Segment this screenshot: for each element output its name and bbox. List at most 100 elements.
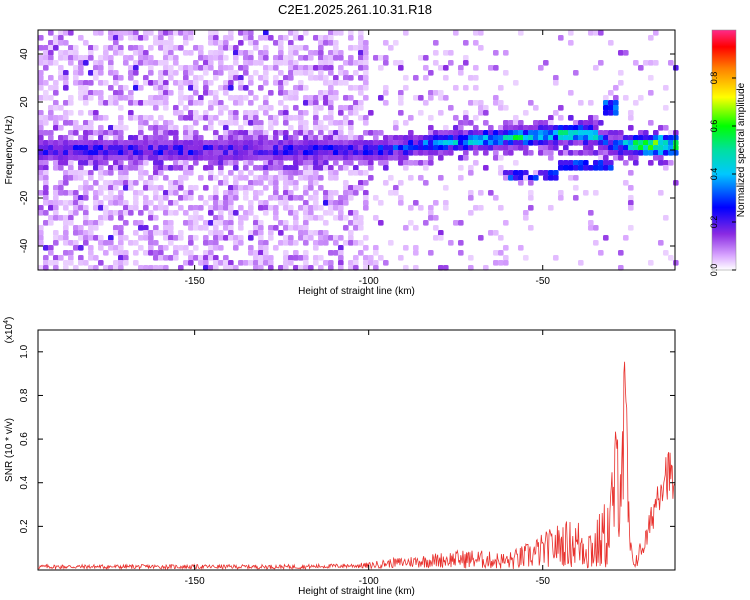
spectrogram-cell — [278, 175, 284, 181]
spectrogram-cell — [293, 95, 299, 101]
spectrogram-cell — [163, 135, 169, 141]
snr-panel: -150 -100 -500.20.40.60.81.0 Height of str… — [3, 317, 676, 597]
spectrogram-cell — [88, 220, 94, 226]
spectrogram-cell — [468, 210, 474, 216]
spectrogram-cell — [113, 150, 119, 156]
spectrogram-cell — [643, 140, 649, 146]
spectrogram-cell — [303, 45, 309, 51]
spectrogram-cell — [93, 165, 99, 171]
spectrogram-cell — [93, 220, 99, 226]
spectrogram-cell — [98, 135, 104, 141]
spectrogram-cell — [88, 265, 94, 271]
spectrogram-cell — [253, 155, 259, 161]
spectrogram-cell — [133, 155, 139, 161]
spectrogram-cell — [168, 255, 174, 261]
spectrogram-cell — [228, 260, 234, 266]
spectrogram-cell — [593, 140, 599, 146]
spectrogram-cell — [348, 265, 354, 271]
spectrogram-cell — [328, 35, 334, 41]
spectrogram-cell — [248, 170, 254, 176]
spectrogram-cell — [223, 195, 229, 201]
spectrogram-cell — [248, 55, 254, 61]
spectrogram-cell — [258, 60, 264, 66]
spectrogram-cell — [363, 155, 369, 161]
spectrogram-cell — [193, 235, 199, 241]
spectrogram-cell — [268, 160, 274, 166]
spectrogram-cell — [318, 265, 324, 271]
spectrogram-cell — [213, 260, 219, 266]
spectrogram-cell — [583, 160, 589, 166]
spectrogram-cell — [508, 145, 514, 151]
spectrogram-cell — [303, 170, 309, 176]
spectrogram-cell — [83, 235, 89, 241]
spectrogram-cell — [268, 65, 274, 71]
spectrogram-cell — [518, 175, 524, 181]
spectrogram-cell — [288, 150, 294, 156]
spectrogram-cell — [478, 235, 484, 241]
spectrogram-cell — [433, 225, 439, 231]
spectrogram-cell — [233, 245, 239, 251]
spectrogram-cell — [78, 260, 84, 266]
spectrogram-cell — [218, 145, 224, 151]
spectrogram-cell — [163, 190, 169, 196]
spectrogram-cell — [288, 195, 294, 201]
spectrogram-cell — [163, 60, 169, 66]
spectrogram-cell — [558, 105, 564, 111]
spectrogram-cell — [358, 215, 364, 221]
spectrogram-cell — [143, 30, 149, 36]
spectrogram-cell — [143, 50, 149, 56]
spectrogram-cell — [338, 65, 344, 71]
spectrogram-cell — [213, 225, 219, 231]
spectrogram-cell — [318, 135, 324, 141]
spectrogram-cell — [273, 245, 279, 251]
spectrogram-cell — [198, 205, 204, 211]
spectrogram-cell — [103, 130, 109, 136]
spectrogram-cell — [88, 120, 94, 126]
spectrogram-cell — [483, 265, 489, 271]
spectrogram-cell — [303, 95, 309, 101]
spectrogram-cell — [283, 60, 289, 66]
spectrogram-cell — [593, 115, 599, 121]
spectrogram-cell — [373, 265, 379, 271]
spectrogram-cell — [218, 135, 224, 141]
spectrogram-cell — [88, 70, 94, 76]
spectrogram-cell — [493, 155, 499, 161]
spectrogram-cell — [298, 115, 304, 121]
spectrogram-cell — [218, 210, 224, 216]
spectrogram-cell — [353, 210, 359, 216]
spectrogram-cell — [258, 255, 264, 261]
spectrogram-cell — [378, 155, 384, 161]
spectrogram-cell — [238, 50, 244, 56]
spectrogram-cell — [63, 230, 69, 236]
spectrogram-cell — [93, 265, 99, 271]
spectrogram-cell — [188, 260, 194, 266]
spectrogram-cell — [433, 135, 439, 141]
spectrogram-cell — [413, 150, 419, 156]
spectrogram-cell — [423, 165, 429, 171]
spectrogram-cell — [343, 190, 349, 196]
spectrogram-cell — [63, 30, 69, 36]
spectrogram-cell — [193, 225, 199, 231]
spectrogram-cell — [63, 115, 69, 121]
spectrogram-cell — [58, 180, 64, 186]
spectrogram-cell — [223, 175, 229, 181]
spectrogram-cell — [108, 180, 114, 186]
spectrogram-cell — [78, 195, 84, 201]
spectrogram-cell — [123, 60, 129, 66]
spectrogram-cell — [93, 150, 99, 156]
spectrogram-cell — [138, 225, 144, 231]
spectrogram-cell — [38, 160, 44, 166]
spectrogram-cell — [513, 115, 519, 121]
spectrogram-cell — [393, 185, 399, 191]
spectrogram-cell — [473, 145, 479, 151]
spectrogram-cell — [123, 210, 129, 216]
spectrogram-cell — [178, 160, 184, 166]
spectrogram-cell — [273, 175, 279, 181]
spectrogram-cell — [123, 155, 129, 161]
spectrogram-cell — [118, 90, 124, 96]
spectrogram-cell — [318, 35, 324, 41]
spectrogram-cell — [423, 150, 429, 156]
spectrogram-cell — [443, 185, 449, 191]
spectrogram-cell — [353, 110, 359, 116]
spectrogram-cell — [348, 30, 354, 36]
